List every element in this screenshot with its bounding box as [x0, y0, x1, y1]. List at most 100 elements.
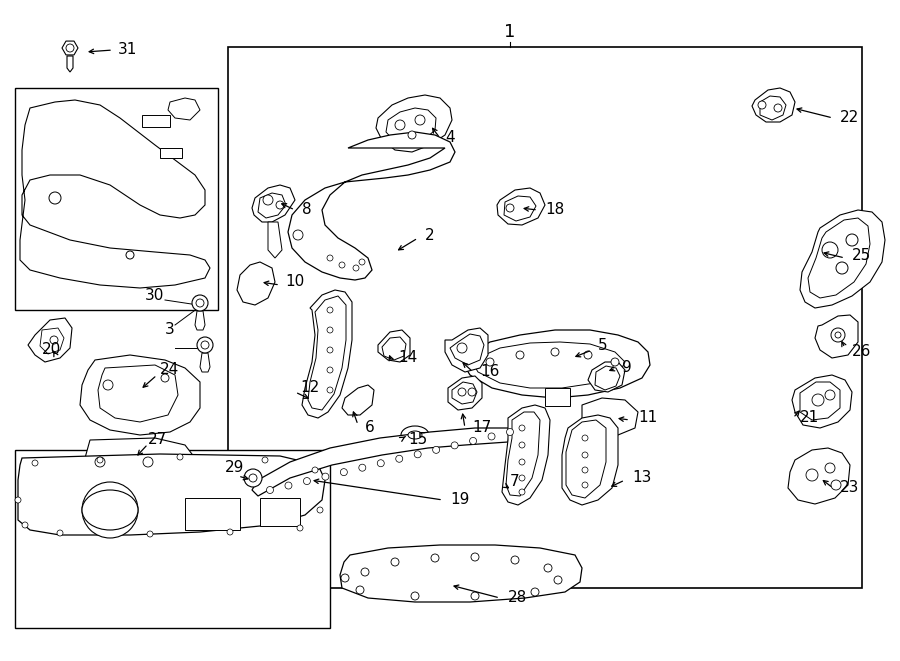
Ellipse shape — [82, 490, 138, 530]
Bar — [228, 47, 862, 588]
Circle shape — [519, 459, 525, 465]
Circle shape — [582, 467, 588, 473]
Circle shape — [177, 454, 183, 460]
Text: 21: 21 — [800, 410, 819, 426]
Circle shape — [391, 558, 399, 566]
Circle shape — [22, 522, 28, 528]
Polygon shape — [168, 98, 200, 120]
Circle shape — [516, 351, 524, 359]
Circle shape — [57, 530, 63, 536]
Polygon shape — [566, 420, 606, 498]
Polygon shape — [462, 330, 650, 398]
Bar — [15, 450, 330, 628]
Polygon shape — [200, 353, 210, 372]
Polygon shape — [582, 398, 638, 435]
Circle shape — [49, 192, 61, 204]
Circle shape — [303, 478, 310, 485]
Polygon shape — [595, 366, 620, 390]
Polygon shape — [62, 41, 78, 55]
Circle shape — [582, 435, 588, 441]
Text: 28: 28 — [508, 590, 527, 605]
Text: 9: 9 — [622, 360, 632, 375]
Circle shape — [97, 457, 103, 463]
Text: 15: 15 — [408, 432, 427, 447]
Circle shape — [327, 387, 333, 393]
Circle shape — [531, 588, 539, 596]
Text: 31: 31 — [118, 42, 138, 58]
Polygon shape — [588, 362, 625, 392]
Circle shape — [471, 553, 479, 561]
Circle shape — [285, 482, 292, 489]
Circle shape — [377, 460, 384, 467]
Text: 13: 13 — [632, 471, 652, 485]
Circle shape — [356, 586, 364, 594]
Circle shape — [488, 433, 495, 440]
Polygon shape — [450, 334, 484, 365]
Polygon shape — [302, 290, 352, 418]
Text: 25: 25 — [852, 247, 871, 262]
Text: 6: 6 — [365, 420, 374, 436]
Circle shape — [361, 568, 369, 576]
Polygon shape — [378, 330, 410, 362]
Circle shape — [825, 463, 835, 473]
Polygon shape — [472, 342, 625, 388]
Circle shape — [327, 255, 333, 261]
Text: 29: 29 — [225, 461, 245, 475]
Circle shape — [831, 480, 841, 490]
Polygon shape — [788, 448, 850, 504]
Circle shape — [544, 564, 552, 572]
Polygon shape — [268, 222, 282, 258]
Circle shape — [486, 358, 494, 366]
Polygon shape — [67, 56, 73, 72]
Polygon shape — [342, 385, 374, 415]
Polygon shape — [40, 328, 64, 354]
Polygon shape — [800, 382, 840, 420]
Polygon shape — [792, 375, 852, 428]
Circle shape — [327, 307, 333, 313]
Polygon shape — [28, 318, 72, 362]
Text: 18: 18 — [545, 202, 564, 217]
Ellipse shape — [401, 426, 429, 444]
Polygon shape — [445, 328, 488, 372]
Text: 22: 22 — [840, 110, 860, 126]
Circle shape — [519, 489, 525, 495]
Circle shape — [327, 327, 333, 333]
Circle shape — [103, 380, 113, 390]
Circle shape — [82, 482, 138, 538]
Text: 3: 3 — [165, 323, 175, 338]
Text: 24: 24 — [160, 362, 179, 377]
Circle shape — [317, 507, 323, 513]
Circle shape — [584, 351, 592, 359]
Polygon shape — [82, 438, 195, 492]
Polygon shape — [760, 96, 786, 120]
Polygon shape — [80, 355, 200, 435]
Circle shape — [519, 425, 525, 431]
Text: 26: 26 — [852, 344, 871, 360]
Circle shape — [415, 115, 425, 125]
Circle shape — [276, 201, 284, 209]
Text: 10: 10 — [285, 274, 304, 290]
Circle shape — [339, 262, 345, 268]
Polygon shape — [288, 132, 455, 280]
Polygon shape — [252, 185, 295, 222]
Text: 12: 12 — [300, 381, 319, 395]
Circle shape — [263, 195, 273, 205]
Circle shape — [196, 299, 204, 307]
Circle shape — [66, 44, 74, 52]
Circle shape — [312, 467, 318, 473]
Ellipse shape — [408, 431, 422, 439]
Text: 4: 4 — [445, 130, 455, 145]
Circle shape — [32, 460, 38, 466]
Polygon shape — [340, 545, 582, 602]
Circle shape — [192, 295, 208, 311]
Polygon shape — [502, 405, 550, 505]
Circle shape — [50, 336, 58, 344]
Circle shape — [758, 101, 766, 109]
Text: 19: 19 — [450, 492, 470, 508]
Circle shape — [408, 131, 416, 139]
Polygon shape — [562, 415, 618, 505]
Circle shape — [433, 446, 440, 453]
Text: 23: 23 — [840, 481, 860, 496]
Polygon shape — [452, 382, 477, 404]
Text: 17: 17 — [472, 420, 491, 436]
